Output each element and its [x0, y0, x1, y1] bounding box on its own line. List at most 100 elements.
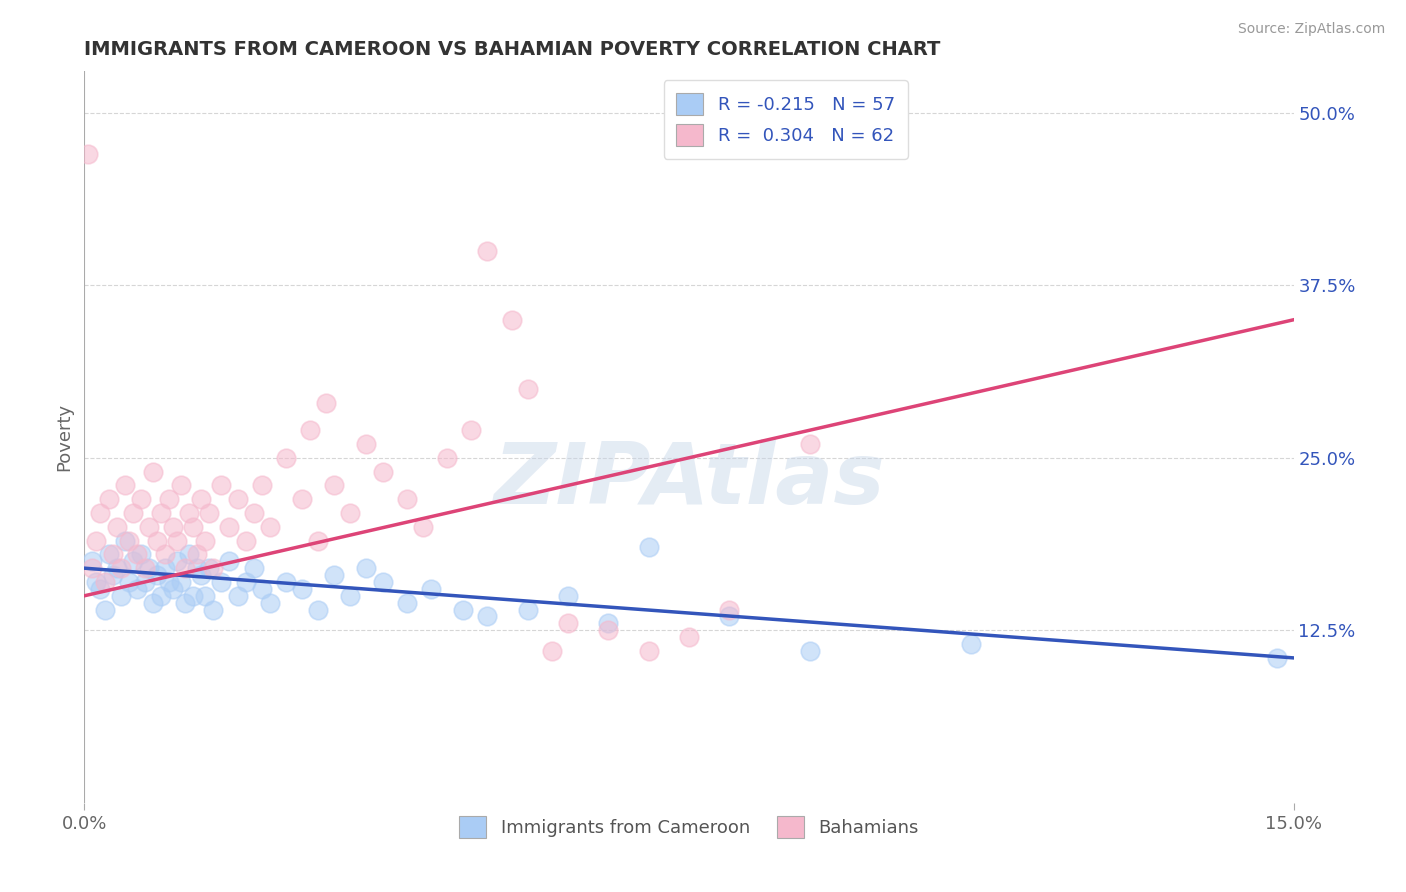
Point	[541, 644, 564, 658]
Point	[181, 589, 204, 603]
Point	[97, 548, 120, 562]
Point	[129, 492, 152, 507]
Point	[274, 574, 297, 589]
Point	[162, 520, 184, 534]
Point	[259, 596, 281, 610]
Point	[86, 533, 108, 548]
Point	[170, 478, 193, 492]
Point	[186, 548, 208, 562]
Point	[477, 609, 499, 624]
Point	[202, 602, 225, 616]
Text: IMMIGRANTS FROM CAMEROON VS BAHAMIAN POVERTY CORRELATION CHART: IMMIGRANTS FROM CAMEROON VS BAHAMIAN POV…	[84, 39, 941, 59]
Point	[190, 492, 212, 507]
Y-axis label: Poverty: Poverty	[55, 403, 73, 471]
Point	[146, 533, 169, 548]
Point	[93, 574, 115, 589]
Point	[1267, 651, 1289, 665]
Point	[101, 568, 124, 582]
Point	[97, 492, 120, 507]
Point	[157, 492, 180, 507]
Point	[412, 520, 434, 534]
Point	[93, 602, 115, 616]
Point	[218, 520, 240, 534]
Point	[799, 437, 821, 451]
Point	[315, 395, 337, 409]
Point	[153, 548, 176, 562]
Point	[291, 492, 314, 507]
Point	[339, 506, 361, 520]
Point	[190, 568, 212, 582]
Point	[157, 574, 180, 589]
Point	[395, 596, 418, 610]
Point	[371, 465, 394, 479]
Point	[198, 506, 221, 520]
Point	[598, 616, 620, 631]
Point	[179, 506, 201, 520]
Point	[125, 582, 148, 596]
Point	[89, 582, 111, 596]
Point	[82, 561, 104, 575]
Point	[118, 574, 141, 589]
Point	[105, 520, 128, 534]
Point	[250, 582, 273, 596]
Point	[209, 574, 232, 589]
Point	[299, 423, 322, 437]
Point	[226, 492, 249, 507]
Point	[451, 602, 474, 616]
Point	[82, 554, 104, 568]
Point	[516, 382, 538, 396]
Point	[516, 602, 538, 616]
Point	[89, 506, 111, 520]
Point	[420, 582, 443, 596]
Point	[101, 548, 124, 562]
Point	[307, 602, 329, 616]
Point	[557, 616, 579, 631]
Point	[356, 561, 378, 575]
Point	[121, 506, 143, 520]
Point	[307, 533, 329, 548]
Point	[637, 644, 659, 658]
Point	[371, 574, 394, 589]
Point	[202, 561, 225, 575]
Point	[339, 589, 361, 603]
Point	[598, 624, 620, 638]
Point	[395, 492, 418, 507]
Text: Source: ZipAtlas.com: Source: ZipAtlas.com	[1237, 22, 1385, 37]
Point	[259, 520, 281, 534]
Point	[291, 582, 314, 596]
Point	[134, 561, 156, 575]
Point	[105, 561, 128, 575]
Point	[114, 533, 136, 548]
Point	[134, 574, 156, 589]
Point	[501, 312, 523, 326]
Point	[323, 478, 346, 492]
Point	[323, 568, 346, 582]
Point	[142, 596, 165, 610]
Point	[557, 589, 579, 603]
Point	[142, 465, 165, 479]
Point	[235, 533, 257, 548]
Point	[274, 450, 297, 465]
Point	[86, 574, 108, 589]
Point	[198, 561, 221, 575]
Legend: Immigrants from Cameroon, Bahamians: Immigrants from Cameroon, Bahamians	[451, 808, 927, 845]
Point	[129, 548, 152, 562]
Point	[149, 506, 172, 520]
Point	[110, 561, 132, 575]
Point	[146, 568, 169, 582]
Point	[170, 574, 193, 589]
Point	[250, 478, 273, 492]
Point	[118, 533, 141, 548]
Point	[179, 548, 201, 562]
Point	[166, 554, 188, 568]
Point	[186, 561, 208, 575]
Point	[110, 589, 132, 603]
Point	[153, 561, 176, 575]
Point	[209, 478, 232, 492]
Point	[436, 450, 458, 465]
Point	[226, 589, 249, 603]
Point	[121, 554, 143, 568]
Point	[77, 147, 100, 161]
Point	[718, 602, 741, 616]
Point	[174, 561, 197, 575]
